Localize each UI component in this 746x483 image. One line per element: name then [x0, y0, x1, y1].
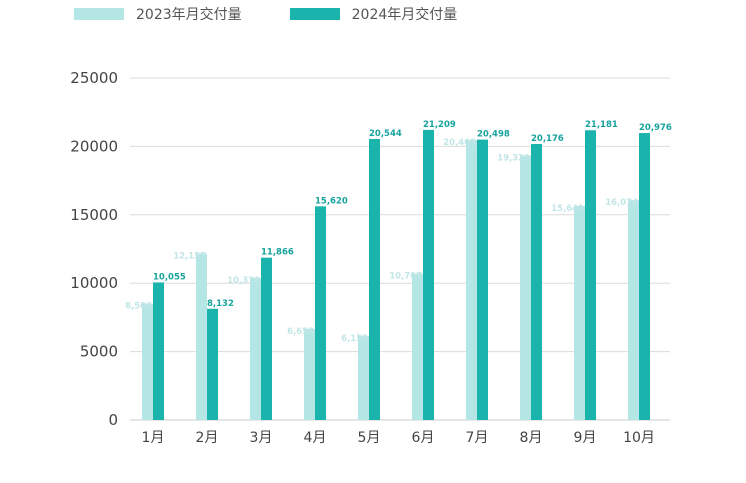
legend-item-2023: 2023年月交付量	[74, 4, 242, 24]
x-tick-label-6: 6月	[412, 430, 435, 446]
bar-2024-9	[585, 130, 596, 420]
bar-2023-4	[304, 328, 315, 420]
bar-2023-8	[520, 155, 531, 420]
x-tick-label-8: 8月	[520, 430, 543, 446]
x-tick-label-2: 2月	[196, 430, 219, 446]
bar-2023-1	[142, 303, 153, 420]
bar-2023-3	[250, 278, 261, 420]
bar-2023-7	[466, 140, 477, 420]
x-tick-label-9: 9月	[574, 430, 597, 446]
data-label-2024-8: 20,176	[531, 134, 564, 144]
bar-2023-9	[574, 206, 585, 420]
data-label-2024-6: 21,209	[423, 120, 456, 130]
data-label-2023-1: 8,506	[125, 302, 152, 312]
y-tick-label-10000: 10000	[70, 274, 118, 292]
x-tick-label-7: 7月	[466, 430, 489, 446]
data-label-2024-3: 11,866	[261, 248, 294, 258]
data-label-2024-10: 20,976	[639, 123, 672, 133]
legend-label-2023: 2023年月交付量	[136, 7, 242, 23]
bar-2023-10	[628, 200, 639, 420]
bar-2024-8	[531, 143, 542, 421]
legend-swatch-2024	[289, 8, 340, 20]
legend-item-2024: 2024年月交付量	[289, 4, 458, 24]
legend-swatch-2023	[74, 8, 124, 20]
y-tick-label-5000: 5000	[80, 343, 118, 361]
x-tick-label-3: 3月	[250, 430, 273, 446]
data-label-2024-5: 20,544	[369, 129, 402, 139]
y-tick-label-15000: 15000	[70, 206, 118, 224]
bar-2024-1	[153, 282, 164, 420]
x-tick-label-10: 10月	[623, 430, 655, 446]
data-label-2023-4: 6,658	[287, 327, 314, 337]
y-tick-label-0: 0	[108, 411, 118, 429]
y-tick-label-25000: 25000	[70, 69, 118, 87]
data-label-2023-8: 19,329	[497, 154, 530, 164]
bar-2023-5	[358, 335, 369, 420]
data-label-2024-4: 15,620	[315, 196, 348, 206]
bar-2023-6	[412, 273, 423, 420]
x-tick-label-5: 5月	[358, 430, 381, 446]
data-label-2024-2: 8,132	[207, 299, 234, 309]
y-tick-label-20000: 20000	[70, 137, 118, 155]
x-tick-label-1: 1月	[142, 430, 165, 446]
legend-label-2024: 2024年月交付量	[351, 7, 458, 23]
data-label-2024-9: 21,181	[585, 120, 618, 130]
data-label-2024-1: 10,055	[153, 272, 186, 282]
bar-2024-2	[207, 308, 218, 420]
bar-2024-5	[369, 138, 380, 421]
data-label-2024-7: 20,498	[477, 130, 510, 140]
data-label-2023-5: 6,155	[341, 334, 368, 344]
data-label-2023-7: 20,463	[443, 138, 476, 148]
bar-2023-2	[196, 253, 207, 420]
bar-2024-6	[423, 129, 434, 420]
data-label-2023-10: 16,074	[605, 198, 638, 208]
data-label-2023-2: 12,157	[173, 252, 206, 262]
data-label-2023-3: 10,378	[227, 276, 260, 286]
chart-legend: 2023年月交付量 2024年月交付量	[74, 4, 457, 24]
bar-2024-4	[315, 206, 326, 420]
x-tick-label-4: 4月	[304, 430, 327, 446]
bar-2024-10	[639, 133, 650, 420]
data-label-2023-9: 15,641	[551, 204, 584, 214]
data-label-2023-6: 10,707	[389, 272, 422, 282]
bar-2024-7	[477, 139, 488, 421]
bar-2024-3	[261, 257, 272, 420]
